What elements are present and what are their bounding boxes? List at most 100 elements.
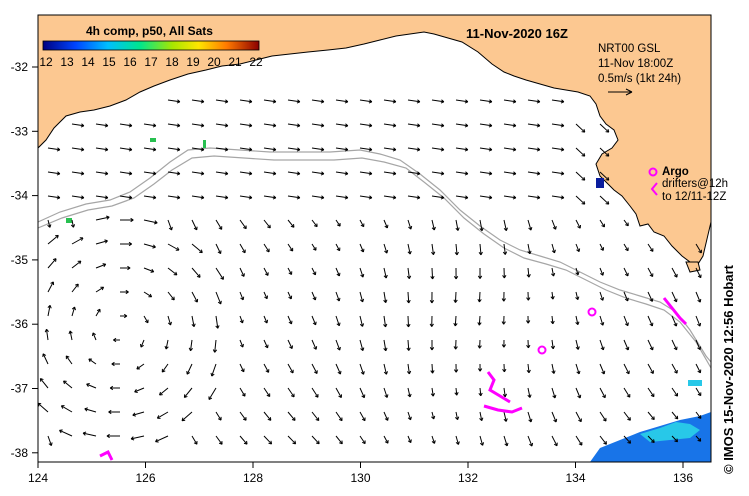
current-arrow-head [552, 394, 557, 399]
current-arrow [575, 315, 579, 325]
current-arrow [527, 363, 530, 373]
current-arrow [623, 411, 631, 421]
current-arrow-head [111, 361, 115, 367]
current-legend: NRT00 GSL 11-Nov 18:00Z 0.5m/s (1kt 24h) [598, 43, 681, 96]
current-arrow [527, 147, 540, 151]
current-arrow-head [651, 439, 655, 443]
current-arrow-head [266, 393, 271, 397]
current-arrow-head [360, 371, 365, 375]
current-arrow-head [430, 370, 435, 374]
current-arrow [455, 171, 468, 175]
current-arrow-head [296, 171, 301, 176]
current-arrow-head [242, 417, 247, 421]
current-arrow-head [575, 271, 580, 276]
current-arrow-head [272, 171, 277, 176]
current-arrow [623, 315, 629, 326]
current-arrow [575, 147, 586, 157]
current-arrow [455, 123, 468, 127]
current-arrow [95, 216, 110, 221]
current-arrow [335, 195, 348, 199]
current-arrow [69, 330, 73, 341]
current-arrow [71, 306, 76, 317]
current-arrow [647, 315, 653, 327]
current-arrow [479, 243, 482, 255]
y-tick-label: -33 [11, 124, 29, 138]
current-arrow-head [429, 347, 435, 351]
current-arrow-head [80, 195, 85, 200]
current-arrow-head [697, 274, 702, 279]
current-arrow [623, 435, 631, 444]
current-arrow [359, 339, 364, 351]
current-arrow-head [536, 99, 541, 104]
current-arrow-head [215, 325, 220, 329]
current-arrow [311, 387, 319, 398]
current-arrow [407, 99, 420, 103]
current-arrow-head [673, 346, 678, 351]
current-arrow [287, 339, 293, 349]
current-arrow [311, 267, 316, 276]
current-arrow-head [650, 370, 654, 374]
current-arrow-head [478, 251, 483, 256]
current-arrow-head [560, 195, 565, 200]
current-arrow-head [148, 293, 153, 298]
current-arrow [671, 387, 678, 397]
current-arrow-head [50, 281, 55, 286]
current-arrow-head [383, 323, 388, 328]
current-arrow-head [290, 393, 295, 398]
current-arrow-head [368, 171, 373, 176]
current-arrow-head [288, 320, 293, 325]
current-arrow-head [601, 223, 605, 228]
current-arrow-head [650, 393, 655, 398]
current-arrow [575, 435, 583, 446]
current-arrow-head [455, 441, 460, 445]
current-arrow [431, 243, 434, 255]
current-arrow [311, 99, 324, 103]
current-arrow [551, 171, 564, 175]
current-arrow [599, 147, 610, 157]
current-arrow-head [453, 275, 459, 280]
current-arrow-head [697, 415, 702, 419]
current-arrow [311, 195, 324, 199]
current-arrow [335, 123, 348, 127]
argo-line2: to 12/11-12Z [662, 191, 726, 203]
current-arrow-head [477, 322, 482, 326]
current-arrow-head [464, 123, 469, 128]
current-arrow-head [71, 306, 76, 311]
current-arrow [311, 363, 318, 374]
y-tick-label: -36 [11, 317, 29, 331]
current-arrow [239, 387, 246, 397]
current-arrow-head [536, 147, 541, 152]
current-arrow-head [267, 417, 272, 421]
colorbar-title: 4h comp, p50, All Sats [86, 24, 213, 38]
y-axis: -32 -33 -34 -35 -36 -37 -38 [11, 60, 38, 460]
current-arrow-head [193, 440, 198, 445]
current-arrow [143, 291, 152, 298]
current-arrow-head [210, 372, 215, 377]
current-arrow-head [200, 99, 205, 104]
current-arrow [239, 363, 245, 373]
current-arrow-head [674, 392, 679, 397]
x-tick-label: 132 [458, 471, 478, 485]
current-arrow-head [224, 195, 229, 200]
current-arrow-head [603, 441, 607, 445]
current-arrow [335, 267, 340, 277]
current-arrow-head [627, 417, 631, 421]
sst-speck [150, 138, 156, 142]
current-arrow [263, 339, 269, 349]
current-arrow-head [384, 224, 389, 229]
current-arrow-head [674, 415, 679, 420]
current-arrow [211, 363, 217, 377]
current-arrow-head [152, 171, 157, 176]
current-arrow [95, 171, 108, 175]
current-arrow [551, 339, 554, 349]
current-arrow-head [361, 417, 366, 422]
current-arrow [263, 387, 271, 397]
current-arrow-head [477, 368, 483, 372]
current-arrow-head [344, 195, 349, 200]
current-arrow [167, 195, 180, 199]
current-arrow-head [217, 416, 222, 421]
current-arrow [335, 291, 340, 302]
current-arrow [599, 195, 610, 205]
current-arrow [287, 243, 294, 252]
current-arrow-head [600, 322, 605, 326]
